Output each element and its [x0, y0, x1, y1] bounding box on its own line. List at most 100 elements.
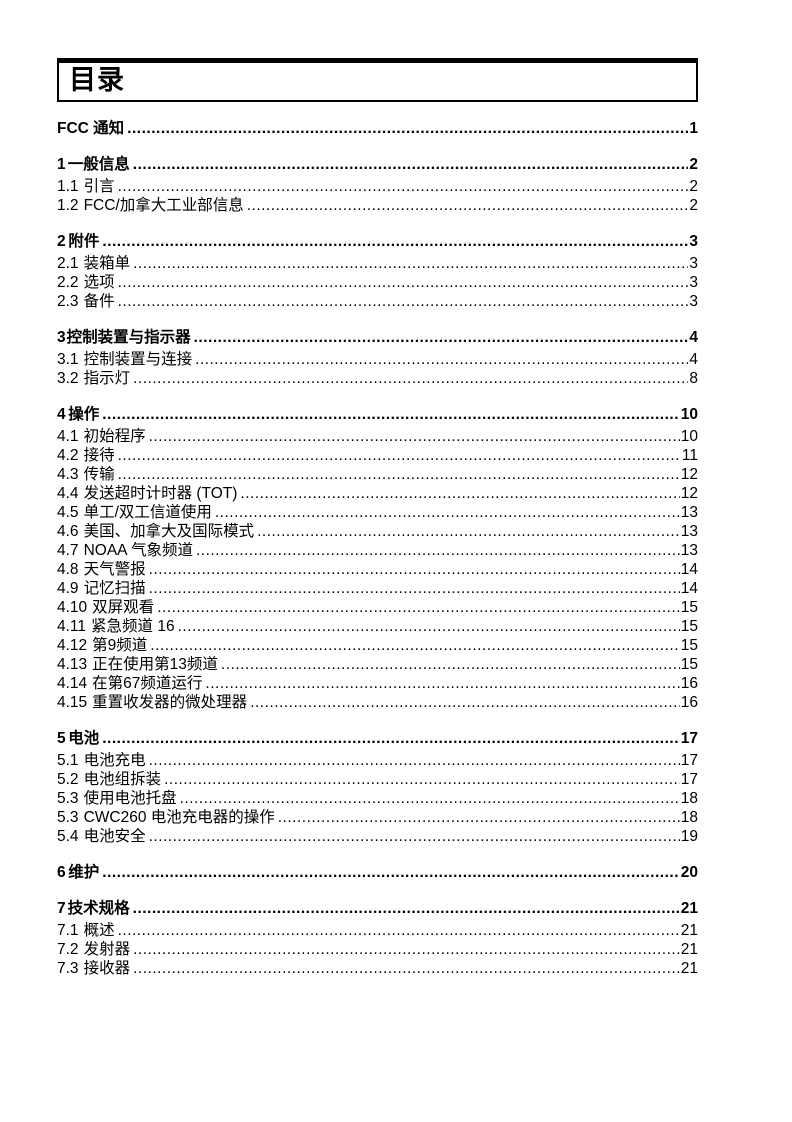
- toc-entry-title: 双屏观看: [92, 599, 155, 616]
- toc-entry-page: 3: [689, 274, 698, 291]
- toc-entry-page: 3: [689, 255, 698, 272]
- toc-entry-number: 5.3: [57, 809, 79, 826]
- dot-leader: ........................................…: [132, 900, 680, 917]
- toc-entry-title: 指示灯: [83, 370, 131, 387]
- toc-entry-title: 概述: [83, 922, 115, 939]
- toc-entry-page: 19: [680, 828, 698, 845]
- dot-leader: ........................................…: [193, 329, 689, 346]
- toc-entry-page: 13: [680, 542, 698, 559]
- toc-entry: 7.3 接收器..................................…: [57, 959, 698, 978]
- dot-leader: ........................................…: [148, 580, 680, 597]
- toc-entry-number: 7.1: [57, 922, 79, 939]
- toc-entry-page: 21: [680, 922, 698, 939]
- toc-entry-page: 16: [680, 694, 698, 711]
- toc-entry-title: NOAA 气象频道: [83, 542, 193, 559]
- dot-leader: ........................................…: [179, 790, 680, 807]
- toc-entry: 4.8 天气警报.................................…: [57, 560, 698, 579]
- toc-entry-page: 15: [680, 637, 698, 654]
- toc-entry: 4.2 接待...................................…: [57, 446, 698, 465]
- toc-entry-page: 18: [680, 790, 698, 807]
- toc-entry-page: 16: [680, 675, 698, 692]
- toc-entry: 2.3 备件...................................…: [57, 292, 698, 311]
- dot-leader: ........................................…: [277, 809, 680, 826]
- toc-entry-title: FCC 通知: [57, 120, 125, 137]
- toc-entry: 5.1 电池充电.................................…: [57, 751, 698, 770]
- toc-entry-page: 18: [680, 809, 698, 826]
- toc-entry-title: 记忆扫描: [83, 580, 146, 597]
- dot-leader: ........................................…: [164, 771, 680, 788]
- toc-entry-page: 15: [680, 618, 698, 635]
- toc-entry-page: 14: [680, 561, 698, 578]
- dot-leader: ........................................…: [240, 485, 680, 502]
- toc-entry-number: 4: [57, 406, 66, 423]
- toc-entry: 7 技术规格...................................…: [57, 899, 698, 918]
- toc-entry: 5 电池.....................................…: [57, 729, 698, 748]
- toc-entry-page: 2: [689, 178, 698, 195]
- toc-entry-page: 2: [689, 156, 698, 173]
- toc-entry-number: 4.5: [57, 504, 79, 521]
- dot-leader: ........................................…: [127, 120, 688, 137]
- toc-entry-number: 4.13: [57, 656, 88, 673]
- dot-leader: ........................................…: [177, 618, 680, 635]
- toc-entry-title: 传输: [83, 466, 115, 483]
- toc-entry-title: 接待: [83, 447, 115, 464]
- toc-entry-page: 4: [689, 351, 698, 368]
- toc-entry-number: 4.10: [57, 599, 88, 616]
- toc-entry-number: 4.7: [57, 542, 79, 559]
- dot-leader: ........................................…: [246, 197, 689, 214]
- toc-entry-title: 紧急频道 16: [91, 618, 175, 635]
- dot-leader: ........................................…: [148, 752, 680, 769]
- toc-entry-page: 17: [680, 752, 698, 769]
- toc-entry: 4.7 NOAA 气象频道............................…: [57, 541, 698, 560]
- toc-title-box: 目录: [57, 58, 698, 102]
- toc-entry-title: 接收器: [83, 960, 131, 977]
- toc-entry-number: 3.1: [57, 351, 79, 368]
- dot-leader: ........................................…: [132, 156, 689, 173]
- page-content: 目录 FCC 通知...............................…: [57, 58, 698, 978]
- toc-entry-title: 第9频道: [92, 637, 148, 654]
- toc-entry: 2 附件.....................................…: [57, 232, 698, 251]
- toc-entry: 3.2 指示灯..................................…: [57, 369, 698, 388]
- toc-entry-number: 4.8: [57, 561, 79, 578]
- toc-entry-title: 装箱单: [83, 255, 131, 272]
- toc-entry-number: 6: [57, 864, 66, 881]
- toc-entry-title: 维护: [68, 864, 100, 881]
- toc-entry-title: 初始程序: [83, 428, 146, 445]
- toc-entry: 4.14 在第67频道运行............................…: [57, 674, 698, 693]
- toc-entry-number: 4.1: [57, 428, 79, 445]
- toc-entry-number: 1.2: [57, 197, 79, 214]
- toc-entry-page: 21: [680, 941, 698, 958]
- dot-leader: ........................................…: [133, 370, 688, 387]
- toc-entry-page: 14: [680, 580, 698, 597]
- dot-leader: ........................................…: [195, 542, 680, 559]
- dot-leader: ........................................…: [102, 730, 680, 747]
- toc-entry-number: 5.2: [57, 771, 79, 788]
- toc-entry-title: 控制装置与指示器: [66, 329, 191, 346]
- toc-entry-title: 控制装置与连接: [83, 351, 193, 368]
- toc-entry-number: 1: [57, 156, 66, 173]
- dot-leader: ........................................…: [195, 351, 688, 368]
- toc-entry-page: 10: [680, 406, 698, 423]
- toc-entry-page: 13: [680, 523, 698, 540]
- toc-entry: 4 操作.....................................…: [57, 405, 698, 424]
- dot-leader: ........................................…: [148, 561, 680, 578]
- toc-entry-page: 15: [680, 656, 698, 673]
- toc-entry: 5.3 使用电池托盘...............................…: [57, 789, 698, 808]
- toc-entry-page: 3: [689, 233, 698, 250]
- toc-entry: 4.4 发送超时计时器 (TOT)........................…: [57, 484, 698, 503]
- dot-leader: ........................................…: [150, 637, 680, 654]
- toc-entry: 1 一般信息...................................…: [57, 155, 698, 174]
- toc-entry: 4.11 紧急频道 16.............................…: [57, 617, 698, 636]
- toc-entry: 2.2 选项...................................…: [57, 273, 698, 292]
- toc-entry-title: 备件: [83, 293, 115, 310]
- toc-entry-page: 15: [680, 599, 698, 616]
- toc-entry-number: 2: [57, 233, 66, 250]
- dot-leader: ........................................…: [250, 694, 680, 711]
- toc-entry-title: 发射器: [83, 941, 131, 958]
- toc-entry-title: CWC260 电池充电器的操作: [83, 809, 275, 826]
- toc-entry-number: 2.3: [57, 293, 79, 310]
- toc-entry: 2.1 装箱单..................................…: [57, 254, 698, 273]
- toc-entry-title: 选项: [83, 274, 115, 291]
- toc-entry: 4.1 初始程序.................................…: [57, 427, 698, 446]
- toc-entry-number: 4.14: [57, 675, 88, 692]
